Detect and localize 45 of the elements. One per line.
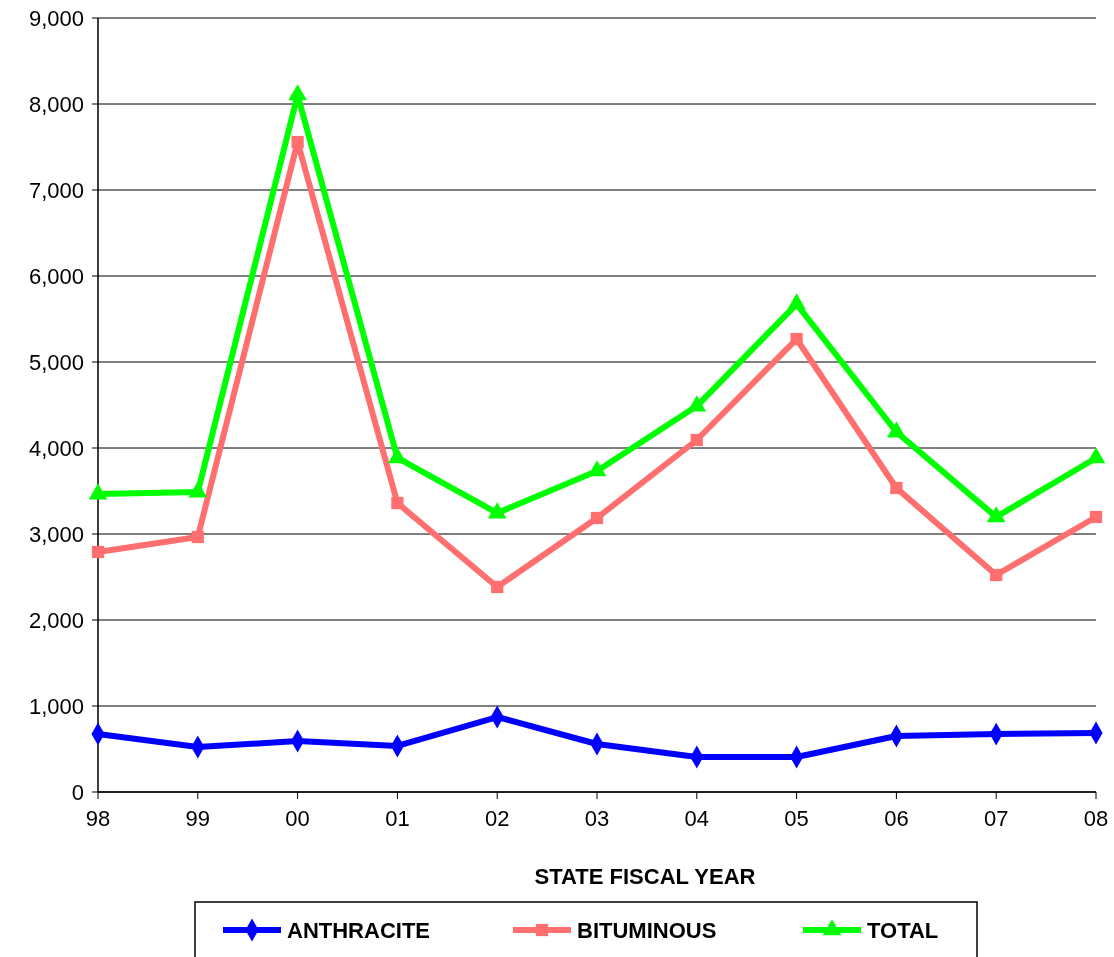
point [391, 496, 404, 510]
legend-label: ANTHRACITE [287, 917, 430, 943]
point [191, 530, 204, 544]
x-tick-label: 99 [185, 806, 211, 831]
point [590, 511, 604, 525]
point [1086, 447, 1106, 464]
point [491, 580, 504, 594]
point [91, 545, 105, 559]
point [587, 460, 607, 477]
x-tick-label: 03 [584, 806, 610, 831]
x-tick-label: 08 [1083, 806, 1109, 831]
x-tick-label: 01 [385, 806, 410, 831]
x-tick-label: 02 [484, 806, 510, 831]
legend-label: BITUMINOUS [577, 917, 717, 943]
y-tick-label: 4,000 [28, 435, 84, 461]
x-tick-label: 06 [884, 806, 909, 831]
point [1089, 510, 1103, 524]
point [790, 332, 803, 346]
y-tick-label: 3,000 [28, 521, 84, 547]
point [990, 568, 1003, 582]
x-tick-label: 00 [285, 806, 310, 831]
legend-label: TOTAL [867, 917, 939, 943]
point [690, 433, 703, 447]
y-tick-label: 5,000 [28, 349, 84, 375]
y-tick-label: 8,000 [28, 91, 84, 117]
point [887, 421, 906, 438]
x-tick-label: 98 [85, 806, 111, 831]
y-tick-label: 2,000 [28, 607, 84, 633]
y-tick-label: 7,000 [28, 177, 84, 203]
x-tick-label: 07 [983, 806, 1009, 831]
y-tick-label: 6,000 [28, 263, 84, 289]
point [487, 502, 507, 519]
point [188, 481, 208, 498]
point [88, 483, 108, 500]
point [687, 395, 707, 412]
y-tick-label: 9,000 [28, 5, 84, 31]
y-tick-label: 1,000 [28, 693, 84, 719]
point [787, 293, 806, 310]
point [288, 84, 307, 101]
x-tick-label: 04 [684, 806, 710, 831]
point [890, 481, 903, 495]
x-axis-title: STATE FISCAL YEAR [534, 864, 756, 889]
x-tick-label: 05 [784, 806, 809, 831]
y-tick-label: 0 [71, 779, 84, 805]
point [986, 506, 1006, 523]
